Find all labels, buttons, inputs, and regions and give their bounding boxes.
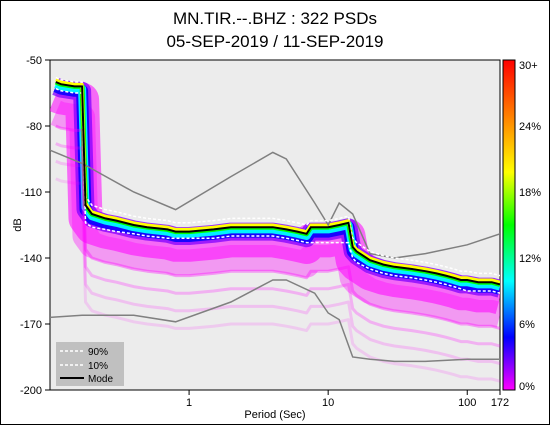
y-tick-label: -200 (20, 385, 42, 397)
colorbar-tick-label: 6% (519, 319, 535, 331)
colorbar-tick-label: 30+ (519, 60, 538, 72)
x-tick-label: 1 (186, 397, 192, 409)
y-tick-label: -170 (20, 319, 42, 331)
density-band (55, 142, 500, 348)
y-tick-label: -80 (26, 121, 42, 133)
x-axis-label: Period (Sec) (244, 409, 305, 421)
legend-label-10: 10% (88, 361, 108, 372)
density-band (50, 100, 500, 328)
legend-label-mode: Mode (88, 374, 113, 385)
y-axis-label: dB (12, 218, 24, 231)
density-band (55, 78, 500, 284)
percentile-lines (50, 76, 500, 363)
x-tick-label: 100 (458, 397, 476, 409)
y-tick-label: -50 (26, 55, 42, 67)
colorbar-tick-label: 18% (519, 187, 541, 199)
density-band (55, 159, 500, 366)
low-noise-model-line (50, 279, 500, 363)
mode-line (55, 81, 500, 286)
x-tick-label: 10 (322, 397, 334, 409)
legend: 90% 10% Mode (56, 342, 124, 386)
y-axis: -50 -80 -110 -140 -170 -200 (20, 55, 50, 397)
x-tick-label: 172 (491, 397, 509, 409)
colorbar (502, 59, 516, 391)
colorbar-tick-label: 24% (519, 121, 541, 133)
colorbar-ticks: 30+ 24% 18% 12% 6% 0% (519, 60, 541, 393)
legend-label-90: 90% (88, 347, 108, 358)
x-axis: 1 10 100 172 (186, 390, 509, 409)
density-band (55, 124, 500, 330)
density-band (55, 177, 500, 383)
colorbar-tick-label: 12% (519, 253, 541, 265)
percentile-10-line (55, 87, 500, 294)
chart-subtitle: 05-SEP-2019 / 11-SEP-2019 (166, 32, 384, 51)
percentile-90-line (55, 76, 500, 277)
chart-title: MN.TIR.--.BHZ : 322 PSDs (172, 9, 378, 28)
colorbar-tick-label: 0% (519, 381, 535, 393)
high-noise-model-line (50, 149, 500, 259)
y-tick-label: -140 (20, 253, 42, 265)
y-tick-label: -110 (21, 187, 42, 199)
